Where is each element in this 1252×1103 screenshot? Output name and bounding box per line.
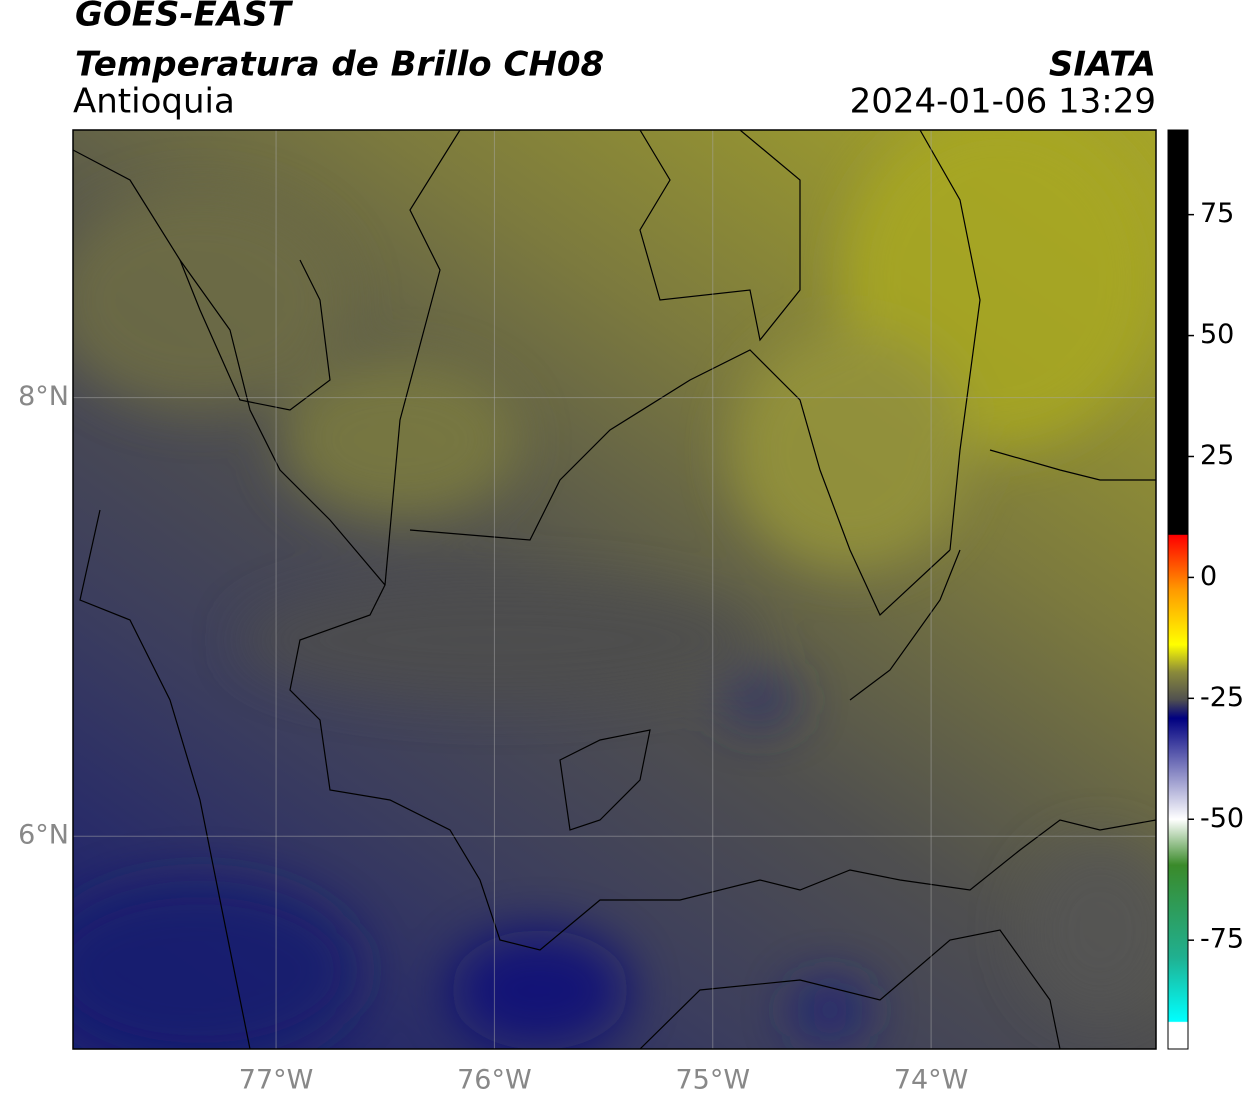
colorbar-tick-label: -75: [1200, 924, 1244, 955]
timestamp: 2024-01-06 13:29: [850, 82, 1156, 122]
colorbar-tick-label: 0: [1200, 561, 1217, 592]
colorbar-tick-label: 75: [1200, 198, 1234, 229]
subtitle: Temperatura de Brillo CH08: [75, 45, 604, 85]
y-tick-label: 6°N: [18, 820, 69, 851]
map-frame: [72, 129, 1157, 1050]
x-tick-label: 76°W: [457, 1065, 532, 1096]
x-tick-label: 74°W: [894, 1065, 969, 1096]
y-tick-label: 8°N: [18, 381, 69, 412]
colorbar-tick-label: -50: [1200, 803, 1244, 834]
colorbar-tick-label: -25: [1200, 682, 1244, 713]
map-image: [73, 130, 1156, 1049]
region: Antioquia: [73, 82, 235, 122]
x-tick-label: 77°W: [239, 1065, 314, 1096]
colorbar: [1167, 129, 1189, 1050]
colorbar-ticks: 75 50 25 0 -25 -50 -75: [1188, 198, 1244, 955]
x-tick-label: 75°W: [675, 1065, 750, 1096]
colorbar-tick-label: 50: [1200, 319, 1234, 350]
title: GOES-EAST: [75, 0, 294, 35]
colorbar-tick-label: 25: [1200, 440, 1234, 471]
source: SIATA: [1049, 45, 1156, 85]
graticule: 77°W 76°W 75°W 74°W 8°N 6°N: [18, 130, 1156, 1096]
